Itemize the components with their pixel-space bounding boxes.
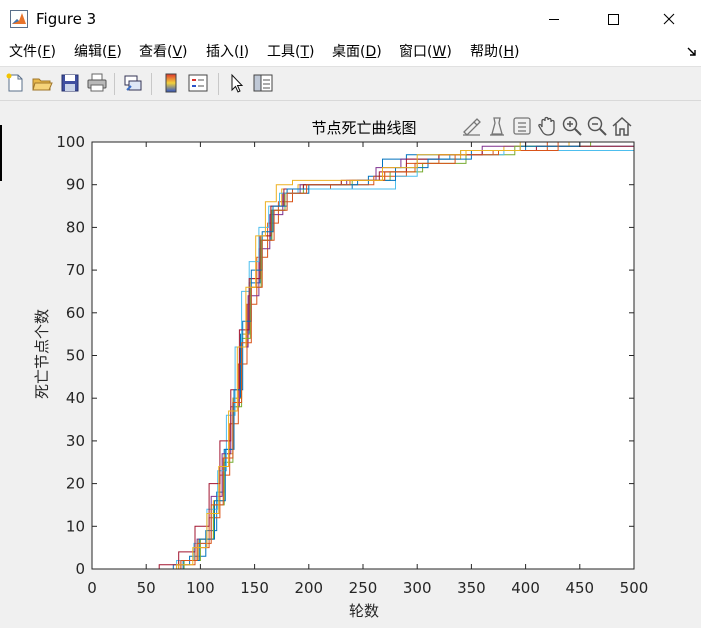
y-tick-label: 30 [66, 432, 85, 450]
x-tick-label: 450 [565, 579, 594, 597]
y-tick-label: 50 [66, 347, 85, 365]
y-tick-label: 10 [66, 517, 85, 535]
insert-colorbar-icon[interactable] [160, 72, 182, 94]
data-tips-icon[interactable] [486, 115, 508, 137]
link-plot-icon[interactable] [122, 72, 144, 94]
y-tick-label: 40 [66, 389, 85, 407]
x-tick-label: 0 [87, 579, 97, 597]
new-figure-icon[interactable] [4, 72, 26, 94]
series-line-10[interactable] [92, 141, 634, 570]
toolbar-separator [218, 73, 219, 95]
menu-bar: 文件(F) 编辑(E) 查看(V) 插入(I) 工具(T) 桌面(D) 窗口(W… [0, 38, 701, 67]
x-tick-label: 150 [240, 579, 269, 597]
minimize-button[interactable] [531, 0, 577, 38]
series-line-8[interactable] [92, 141, 634, 570]
x-tick-label: 400 [511, 579, 540, 597]
data-cursor-icon[interactable] [511, 115, 533, 137]
print-icon[interactable] [86, 72, 108, 94]
close-icon [663, 13, 675, 25]
matlab-logo-icon [10, 10, 28, 28]
close-button[interactable] [646, 0, 692, 38]
window-title: Figure 3 [36, 10, 97, 28]
menu-help[interactable]: 帮助(H) [470, 44, 520, 60]
x-tick-label: 300 [403, 579, 432, 597]
zoom-in-icon[interactable] [561, 115, 583, 137]
x-tick-label: 200 [294, 579, 323, 597]
maximize-icon [608, 14, 619, 25]
y-tick-label: 80 [66, 218, 85, 236]
brush-icon[interactable] [460, 115, 482, 137]
x-axis-label: 轮数 [349, 602, 379, 620]
panel-edge-marker [0, 125, 2, 181]
restore-view-icon[interactable] [611, 115, 633, 137]
series-line-9[interactable] [92, 141, 634, 570]
y-axis-label: 死亡节点个数 [33, 309, 51, 399]
menu-view[interactable]: 查看(V) [139, 44, 188, 60]
open-file-icon[interactable] [31, 72, 53, 94]
x-tick-label: 250 [349, 579, 378, 597]
maximize-button[interactable] [590, 0, 636, 38]
y-tick-label: 20 [66, 475, 85, 493]
ticks-layer: 0 50 100 150 200 250 300 350 400 450 500 0 10 20 30 40 5… [56, 133, 648, 597]
insert-legend-icon[interactable] [187, 72, 209, 94]
axes-toolbar [460, 115, 635, 139]
menu-edit[interactable]: 编辑(E) [74, 44, 122, 60]
y-tick-label: 60 [66, 304, 85, 322]
x-tick-label: 500 [620, 579, 649, 597]
toolbar-separator [151, 73, 152, 95]
zoom-out-icon[interactable] [586, 115, 608, 137]
y-tick-label: 70 [66, 261, 85, 279]
menu-tools[interactable]: 工具(T) [267, 44, 315, 60]
dock-arrow-icon[interactable] [686, 46, 698, 58]
x-tick-label: 350 [457, 579, 486, 597]
x-tick-label: 50 [137, 579, 156, 597]
menu-file[interactable]: 文件(F) [9, 44, 56, 60]
toolbar-separator [114, 73, 115, 95]
y-tick-label: 0 [75, 560, 85, 578]
menu-insert[interactable]: 插入(I) [206, 44, 250, 60]
series-layer [92, 141, 634, 570]
x-tick-label: 100 [186, 579, 215, 597]
edit-plot-icon[interactable] [226, 72, 248, 94]
minimize-icon [549, 19, 559, 20]
save-icon[interactable] [59, 72, 81, 94]
property-inspector-icon[interactable] [252, 72, 274, 94]
title-bar: Figure 3 [0, 0, 701, 38]
y-tick-label: 100 [56, 133, 85, 151]
figure-toolbar [0, 67, 701, 101]
menu-window[interactable]: 窗口(W) [399, 44, 452, 60]
plot-area [92, 142, 634, 569]
figure-canvas: 0 50 100 150 200 250 300 350 400 450 500 0 10 20 30 40 5… [0, 101, 701, 628]
pan-icon[interactable] [536, 115, 558, 137]
menu-desktop[interactable]: 桌面(D) [332, 44, 382, 60]
chart-title: 节点死亡曲线图 [311, 119, 416, 137]
chart[interactable]: 0 50 100 150 200 250 300 350 400 450 500 0 10 20 30 40 5… [0, 101, 701, 628]
y-tick-label: 90 [66, 176, 85, 194]
